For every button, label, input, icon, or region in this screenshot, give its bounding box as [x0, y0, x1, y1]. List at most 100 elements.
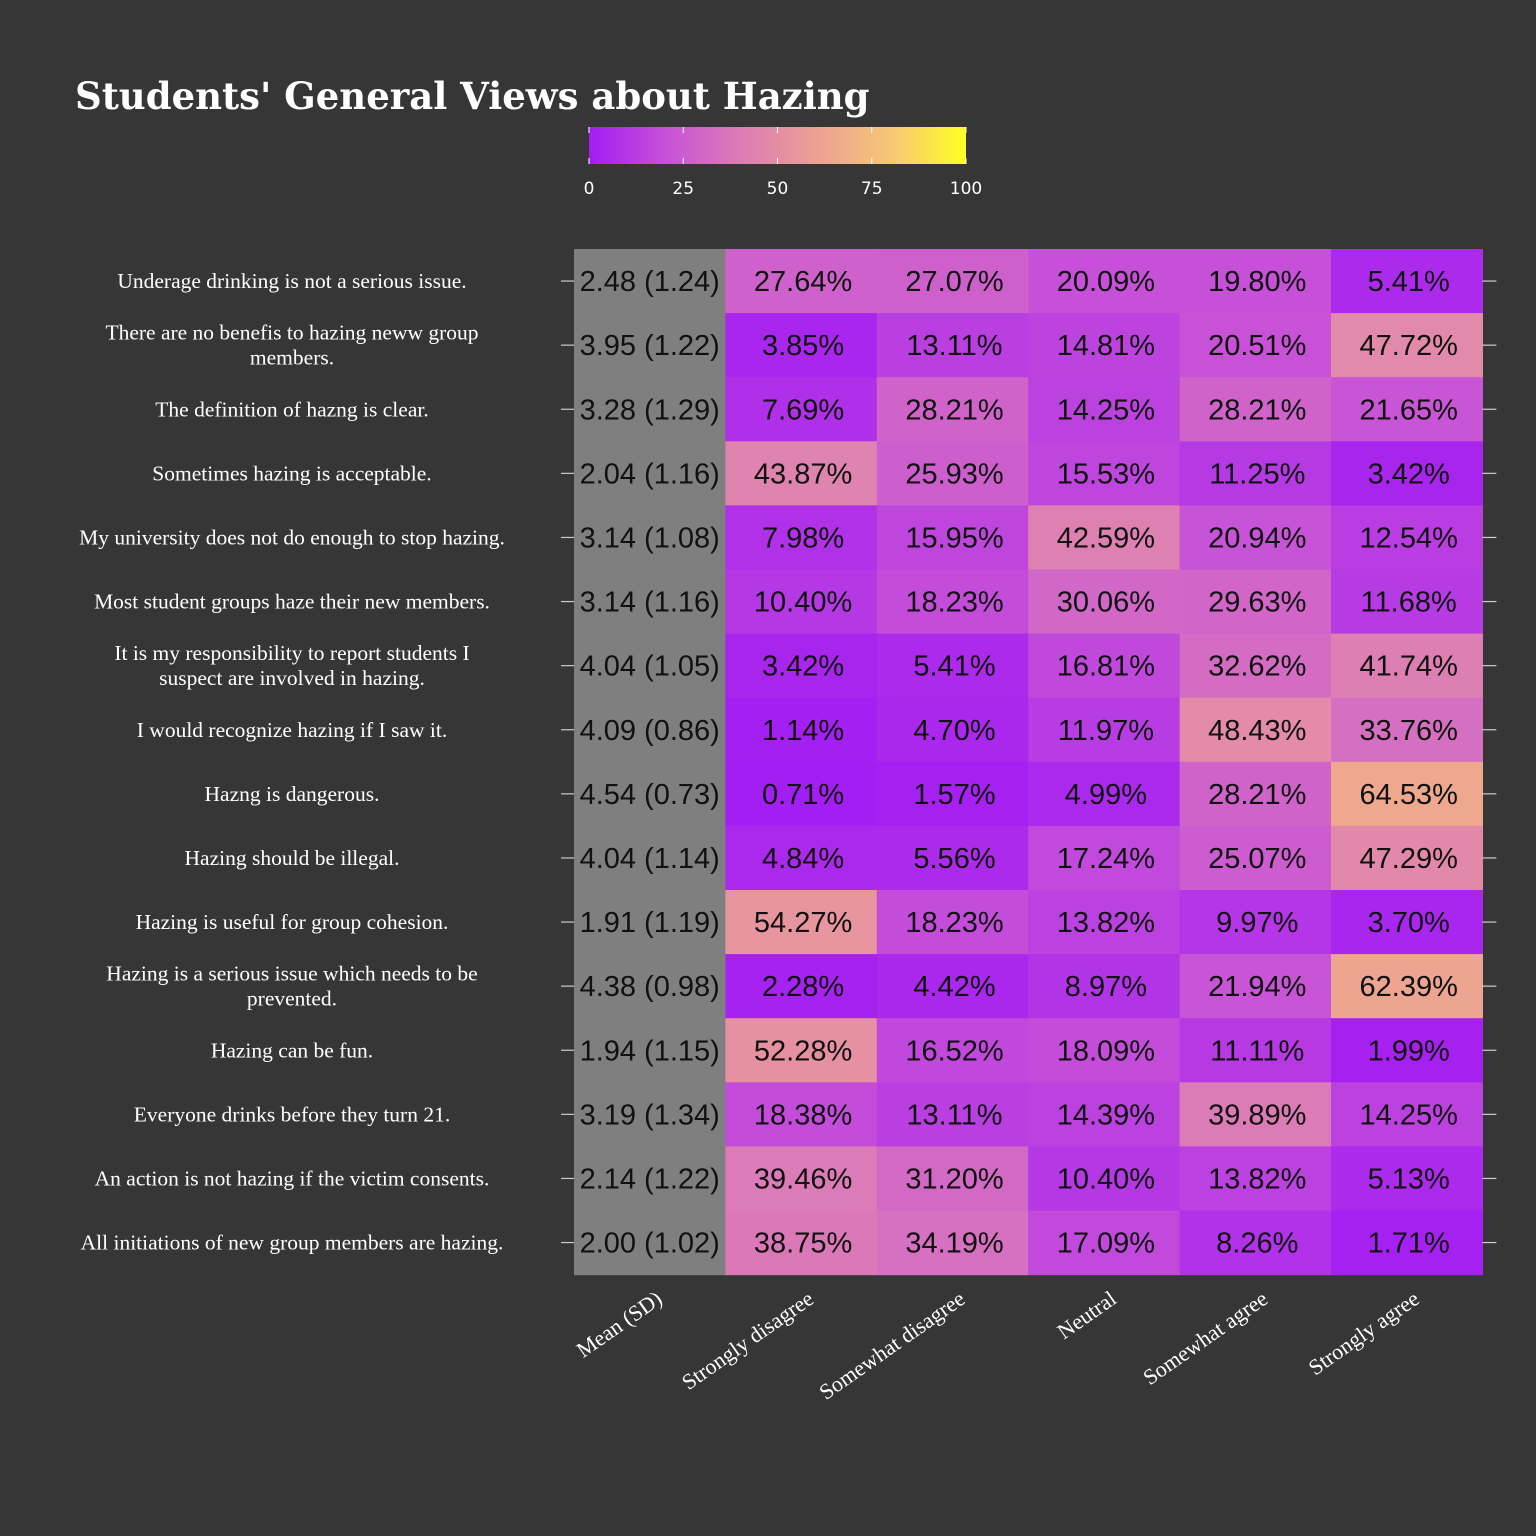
color-legend: 0 25 50 75 100 — [584, 127, 982, 199]
heatmap-cell — [725, 825, 878, 891]
heatmap-cell — [1331, 569, 1483, 635]
mean-sd-label: 2.00 (1.02) — [580, 1228, 720, 1260]
row-label-line: prevented. — [247, 987, 337, 1011]
mean-sd-label: 4.54 (0.73) — [580, 779, 720, 811]
mean-sd-label: 3.14 (1.16) — [580, 587, 720, 619]
heatmap-cell — [725, 377, 878, 442]
cell-value-label: 7.69% — [762, 394, 844, 426]
cell-value-label: 28.21% — [1208, 779, 1306, 811]
legend-tick-label: 25 — [672, 179, 694, 199]
row-label-line: It is my responsibility to report studen… — [114, 641, 469, 665]
mean-sd-label: 3.95 (1.22) — [580, 330, 720, 362]
mean-sd-label: 3.28 (1.29) — [580, 394, 720, 426]
mean-cell — [574, 313, 726, 378]
heatmap-cell — [1028, 633, 1181, 699]
mean-sd-label: 3.14 (1.08) — [580, 522, 720, 554]
heatmap-cell — [876, 505, 1029, 571]
heatmap-cell — [876, 761, 1029, 827]
cell-value-label: 27.64% — [754, 266, 852, 298]
cell-value-label: 17.09% — [1057, 1228, 1155, 1260]
mean-cell — [574, 761, 726, 827]
heatmap-cell — [1028, 761, 1181, 827]
cell-value-label: 10.40% — [754, 587, 852, 619]
heatmap-cell — [876, 1146, 1029, 1212]
cell-value-label: 16.81% — [1057, 651, 1155, 683]
mean-cell — [574, 1018, 726, 1083]
cell-value-label: 5.56% — [913, 843, 995, 875]
heatmap-cell — [1331, 1082, 1483, 1147]
row-label-line: Hazing can be fun. — [211, 1038, 373, 1062]
mean-cell — [574, 377, 726, 442]
cell-value-label: 5.41% — [1368, 266, 1450, 298]
heatmap-cell — [1179, 890, 1332, 955]
heatmap-cell — [1331, 954, 1483, 1019]
heatmap-cell — [876, 313, 1029, 378]
heatmap-cell — [1331, 761, 1483, 827]
mean-sd-label: 4.04 (1.05) — [580, 651, 720, 683]
row-label-line: Hazing is a serious issue which needs to… — [106, 962, 477, 986]
legend-colorbar — [589, 127, 966, 164]
heatmap-cell — [876, 569, 1029, 635]
cell-value-label: 31.20% — [905, 1163, 1003, 1195]
cell-value-label: 0.71% — [762, 779, 844, 811]
cell-value-label: 11.11% — [1210, 1035, 1304, 1067]
heatmap-cell — [1179, 633, 1332, 699]
heatmap-cell — [725, 1146, 878, 1212]
row-label: The definition of hazng is clear. — [155, 397, 428, 421]
heatmap-cell — [1331, 890, 1483, 955]
heatmap-cell — [1331, 825, 1483, 891]
mean-sd-label: 2.48 (1.24) — [580, 266, 720, 298]
cell-value-label: 1.71% — [1368, 1228, 1450, 1260]
cell-value-label: 13.82% — [1057, 907, 1155, 939]
mean-sd-label: 3.19 (1.34) — [580, 1099, 720, 1131]
heatmap-cell — [1028, 505, 1181, 571]
row-label: Everyone drinks before they turn 21. — [134, 1102, 450, 1126]
row-label-line: suspect are involved in hazing. — [159, 666, 425, 690]
mean-sd-label: 4.04 (1.14) — [580, 843, 720, 875]
cell-value-label: 20.09% — [1057, 266, 1155, 298]
heatmap-cell — [1179, 761, 1332, 827]
cell-value-label: 20.51% — [1208, 330, 1306, 362]
cell-value-label: 27.07% — [905, 266, 1003, 298]
heatmap-cell — [1331, 1210, 1483, 1276]
heatmap-cell — [1179, 313, 1332, 378]
heatmap-cell — [1179, 697, 1332, 763]
chart-title: Students' General Views about Hazing — [75, 74, 870, 118]
heatmap-cell — [1179, 441, 1332, 506]
row-label-line: Sometimes hazing is acceptable. — [152, 461, 431, 485]
row-label-line: Hazing is useful for group cohesion. — [136, 910, 449, 934]
heatmap-cell — [1028, 890, 1181, 955]
cell-value-label: 52.28% — [754, 1035, 852, 1067]
heatmap-cell — [1331, 377, 1483, 442]
cell-value-label: 10.40% — [1057, 1163, 1155, 1195]
heatmap-cell — [725, 249, 878, 314]
mean-sd-label: 4.09 (0.86) — [580, 715, 720, 747]
heatmap-cell — [876, 1082, 1029, 1147]
mean-cell — [574, 569, 726, 635]
heatmap-cell — [1179, 249, 1332, 314]
heatmap-cell — [1331, 633, 1483, 699]
heatmap-cell — [1028, 313, 1181, 378]
cell-value-label: 19.80% — [1208, 266, 1306, 298]
heatmap-cell — [1028, 569, 1181, 635]
mean-sd-label: 1.91 (1.19) — [580, 907, 720, 939]
legend-tick-label: 50 — [767, 179, 789, 199]
cell-value-label: 62.39% — [1360, 971, 1458, 1003]
mean-sd-label: 2.14 (1.22) — [580, 1163, 720, 1195]
heatmap-cell — [876, 890, 1029, 955]
row-label-line: Hazng is dangerous. — [205, 782, 380, 806]
cell-value-label: 32.62% — [1208, 651, 1306, 683]
row-label: Underage drinking is not a serious issue… — [117, 269, 466, 293]
heatmap-cell — [876, 441, 1029, 506]
heatmap-cell — [1028, 954, 1181, 1019]
row-label-line: An action is not hazing if the victim co… — [95, 1166, 490, 1190]
heatmap-cell — [1028, 825, 1181, 891]
row-label-line: There are no benefis to hazing neww grou… — [105, 321, 478, 345]
heatmap-cell — [1028, 1210, 1181, 1276]
heatmap-cell — [1179, 1210, 1332, 1276]
heatmap-cell — [1028, 697, 1181, 763]
cell-value-label: 18.38% — [754, 1099, 852, 1131]
heatmap-cell — [1331, 1018, 1483, 1083]
heatmap-cell — [725, 761, 878, 827]
row-label-line: Most student groups haze their new membe… — [94, 590, 490, 614]
